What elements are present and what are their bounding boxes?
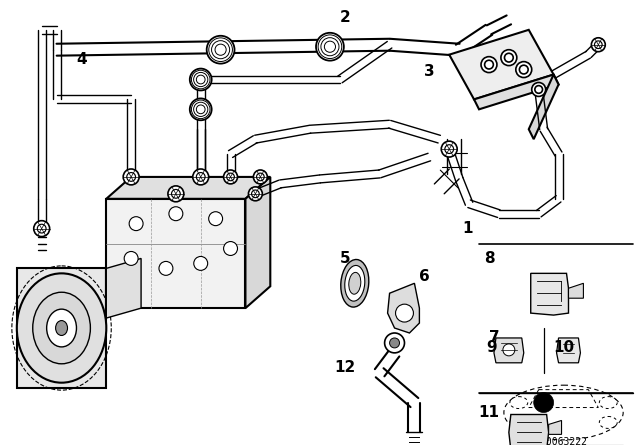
Polygon shape: [388, 283, 419, 333]
Circle shape: [501, 50, 517, 65]
Polygon shape: [568, 283, 584, 298]
Circle shape: [223, 241, 237, 255]
Ellipse shape: [56, 321, 68, 336]
Text: 6: 6: [419, 269, 429, 284]
Circle shape: [532, 82, 546, 96]
Text: 5: 5: [340, 251, 350, 266]
Circle shape: [207, 36, 234, 64]
Circle shape: [190, 69, 212, 90]
Text: 12: 12: [334, 360, 355, 375]
Text: 4: 4: [76, 52, 87, 67]
Circle shape: [193, 169, 209, 185]
Circle shape: [190, 99, 212, 120]
Text: 7: 7: [488, 331, 499, 345]
Ellipse shape: [47, 309, 76, 347]
Circle shape: [534, 392, 554, 413]
Polygon shape: [106, 199, 246, 308]
Circle shape: [591, 38, 605, 52]
Text: 1: 1: [462, 221, 472, 236]
Text: 10: 10: [553, 340, 574, 355]
Circle shape: [248, 187, 262, 201]
Text: 2: 2: [339, 10, 350, 26]
Ellipse shape: [33, 292, 90, 364]
Circle shape: [390, 338, 399, 348]
Text: 8: 8: [484, 251, 494, 266]
Polygon shape: [494, 338, 524, 363]
Circle shape: [503, 344, 515, 356]
Ellipse shape: [17, 273, 106, 383]
Circle shape: [194, 256, 207, 270]
Polygon shape: [557, 338, 580, 363]
Polygon shape: [449, 30, 554, 99]
Ellipse shape: [349, 272, 361, 294]
Circle shape: [124, 251, 138, 265]
Circle shape: [253, 170, 268, 184]
Text: C0063222: C0063222: [540, 437, 587, 448]
Text: 11: 11: [479, 405, 499, 420]
Polygon shape: [509, 414, 548, 448]
Circle shape: [159, 262, 173, 276]
Circle shape: [169, 207, 183, 221]
Circle shape: [385, 333, 404, 353]
Text: 3: 3: [424, 64, 435, 79]
Ellipse shape: [345, 266, 365, 301]
Circle shape: [516, 62, 532, 78]
Polygon shape: [531, 273, 568, 315]
Polygon shape: [106, 177, 270, 199]
Circle shape: [441, 141, 457, 157]
Circle shape: [316, 33, 344, 60]
Circle shape: [34, 221, 50, 237]
Circle shape: [481, 56, 497, 73]
Circle shape: [129, 217, 143, 231]
Polygon shape: [548, 421, 561, 435]
Polygon shape: [106, 258, 141, 318]
Circle shape: [168, 186, 184, 202]
Circle shape: [123, 169, 139, 185]
Polygon shape: [246, 177, 270, 308]
Polygon shape: [474, 74, 559, 109]
Polygon shape: [529, 74, 559, 139]
Circle shape: [396, 304, 413, 322]
Circle shape: [209, 212, 223, 226]
Polygon shape: [17, 268, 106, 388]
Ellipse shape: [340, 259, 369, 307]
Text: 9: 9: [486, 340, 497, 355]
Circle shape: [223, 170, 237, 184]
